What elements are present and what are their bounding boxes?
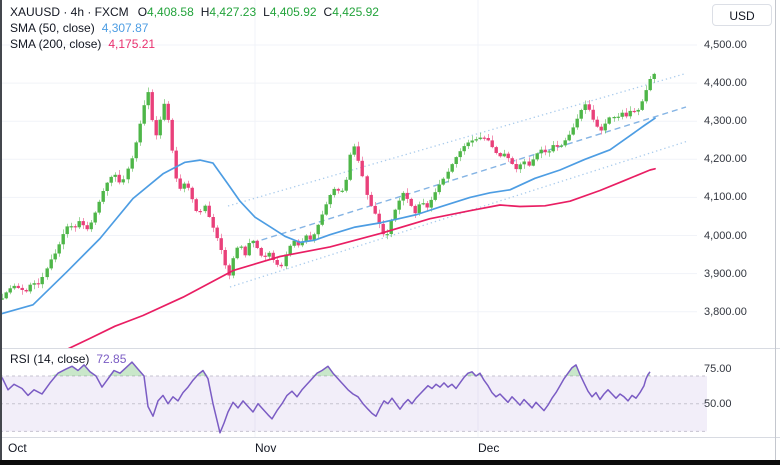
- price-tick-label: 4,400.00: [704, 77, 747, 89]
- window-right-border: [775, 0, 776, 460]
- sma200-label: SMA (200, close): [10, 37, 102, 51]
- rsi-value: 72.85: [96, 352, 127, 366]
- time-axis[interactable]: [0, 438, 775, 460]
- rsi-pane[interactable]: [0, 361, 707, 434]
- sma50-line: [1, 117, 656, 315]
- rsi-legend: RSI (14, close) 72.85: [10, 352, 126, 367]
- sma200-value: 4,175.21: [108, 37, 156, 51]
- ohlc-close: C4,425.92: [323, 5, 379, 19]
- rsi-tick-label: 50.00: [704, 398, 732, 410]
- price-tick-label: 4,000.00: [704, 230, 747, 242]
- ohlc-open: O4,408.58: [137, 5, 194, 19]
- price-tick-label: 4,300.00: [704, 115, 747, 127]
- window-bottom-bar: [0, 460, 780, 465]
- currency-toggle-button[interactable]: USD: [712, 4, 772, 26]
- price-tick-label: 3,900.00: [704, 268, 747, 280]
- chart-legend: XAUUSD · 4h · FXCM O4,408.58 H4,427.23 L4,4…: [10, 4, 386, 52]
- sma50-label: SMA (50, close): [10, 21, 95, 35]
- time-tick-oct: Oct: [8, 441, 27, 455]
- price-tick-label: 4,100.00: [704, 191, 747, 203]
- ohlc-high: H4,427.23: [200, 5, 257, 19]
- time-tick-nov: Nov: [255, 441, 277, 455]
- price-tick-label: 3,800.00: [704, 306, 747, 318]
- symbol-row: XAUUSD · 4h · FXCM O4,408.58 H4,427.23 L4,4…: [10, 4, 386, 20]
- time-tick-dec: Dec: [478, 441, 500, 455]
- symbol-title: XAUUSD · 4h · FXCM: [10, 5, 129, 19]
- gridlines: [0, 0, 697, 437]
- moving-averages: [1, 117, 656, 348]
- time-axis-divider: [0, 437, 780, 438]
- pane-divider[interactable]: [0, 348, 780, 349]
- window-left-border: [0, 0, 2, 460]
- rsi-line: [1, 361, 651, 434]
- candlestick-series: [0, 72, 656, 300]
- sma200-row: SMA (200, close) 4,175.21: [10, 36, 386, 52]
- price-tick-label: 4,500.00: [704, 39, 747, 51]
- ohlc-low: L4,405.92: [263, 5, 317, 19]
- sma50-row: SMA (50, close) 4,307.87: [10, 20, 386, 36]
- sma200-line: [67, 167, 656, 348]
- trend-channel[interactable]: [227, 73, 689, 288]
- rsi-tick-label: 75.00: [704, 363, 732, 375]
- price-tick-label: 4,200.00: [704, 153, 747, 165]
- rsi-label: RSI (14, close): [10, 352, 90, 366]
- rsi-overbought-fill: [2, 362, 650, 376]
- sma50-value: 4,307.87: [101, 21, 149, 35]
